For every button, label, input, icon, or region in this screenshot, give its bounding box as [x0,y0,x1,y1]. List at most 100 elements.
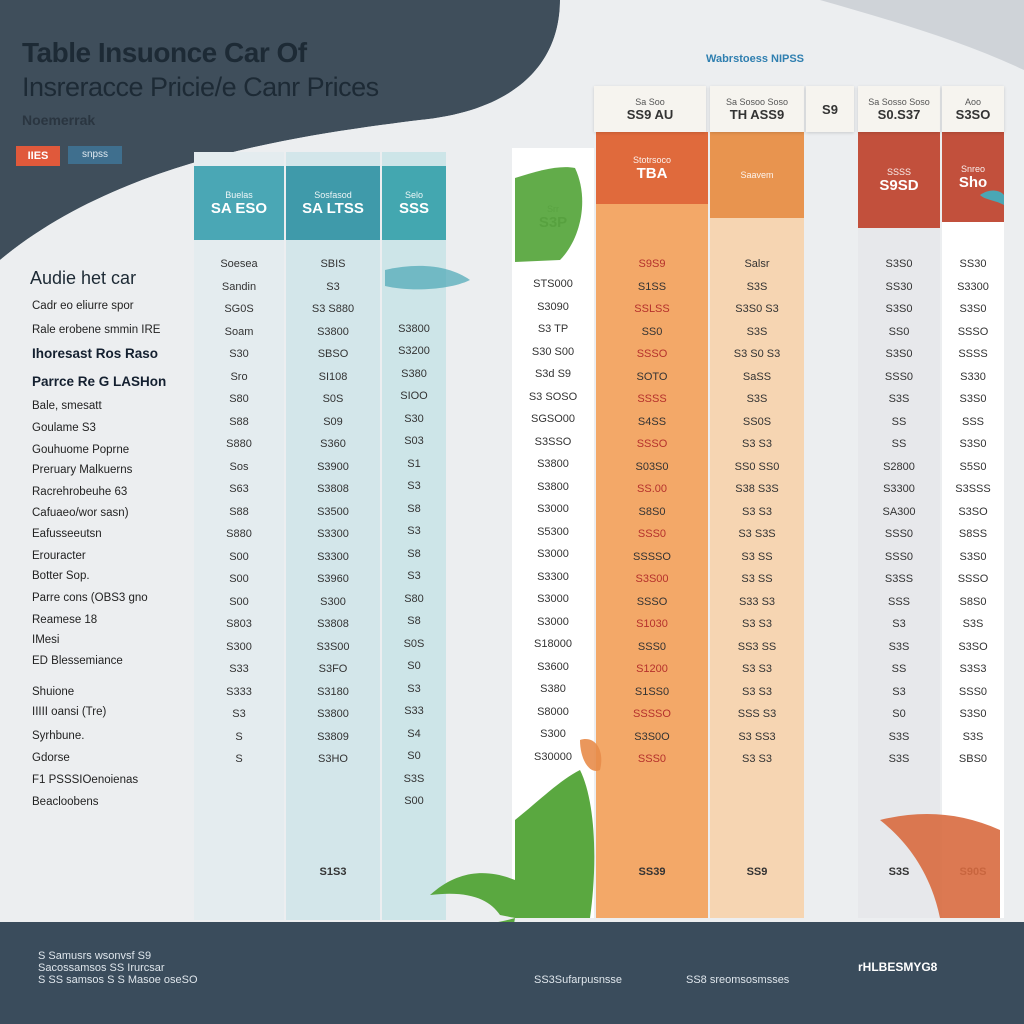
table-cell: S [235,730,243,743]
table-cell: S300 [320,595,346,608]
table-cell: S330 [960,370,986,383]
table-cell: S3HO [318,753,348,765]
price-column-c8: Snreo Sho SS30 S3300 S3S0 SSSO SSSS S330 S3S0 SSS… [942,132,1004,918]
column-header-value: Sho [958,173,988,191]
column-header-small: Saavem [740,170,774,180]
row-label: Preruary Malkuerns [32,464,133,476]
table-cell: S3SSS [955,483,991,495]
table-cell: S3S00 [635,573,669,585]
table-cell: S3FO [318,663,348,675]
row-label: Ihoresast Ros Raso [32,346,159,361]
table-cell: S300 [226,640,252,653]
table-cell: S3 [407,480,421,492]
header-card: Sa Sosoo Soso TH ASS9 [710,86,804,132]
table-cell: SSLSS [634,303,670,315]
table-cell: S3 S3 [742,663,772,675]
column-footer-value: S90S [959,866,987,878]
header-card: Sa Soo SS9 AU [594,86,706,132]
column-header-small: Selo [404,189,423,200]
table-cell: SS0 SS0 [734,460,780,473]
price-column-c5: Stotrsoco TBA S9S9 S1SS SSLSS SS0 SSSO SOTO SSSS… [596,132,708,918]
column-header-value: S3P [538,213,568,231]
table-cell: S3000 [537,615,569,628]
row-label: Shuione [32,686,75,698]
table-cell: Sandin [221,280,257,293]
header-card-value: SS9 AU [626,106,674,122]
header-card-value: S9 [822,101,838,117]
table-cell: S1SS0 [634,685,670,698]
table-cell: S3S0 [885,303,913,315]
table-cell: S8S0 [959,595,987,608]
row-label: Beacloobens [32,796,99,808]
table-cell: SSSO [636,438,668,450]
table-cell: SSSSO [633,550,671,563]
table-cell: S3S3 [959,663,987,675]
table-cell: S0 [407,750,421,762]
table-cell: SaSS [742,370,772,383]
row-label: Eafusseeutsn [32,528,102,540]
table-cell: S3800 [398,322,430,335]
column-header-small: Buelas [225,189,253,200]
table-cell: S8S0 [638,505,666,518]
table-cell: S3900 [317,460,349,473]
price-column-c7: SSSS S9SD S3S0 SS30 S3S0 SS0 S3S0 SSS0 S3S SS SS S2… [858,132,940,918]
column-header-small: Srr [547,203,559,214]
header-card: S9 [806,86,854,132]
row-label: Goulame S3 [32,422,96,434]
table-cell: S3000 [537,593,569,605]
table-cell: S3S [962,730,984,743]
table-cell: S3 [892,685,906,698]
table-cell: S03S0 [635,460,669,473]
table-cell: S9S9 [638,258,666,270]
table-cell: S3S00 [316,640,350,653]
column-header: Srr S3P [512,162,594,272]
table-cell: SS [891,438,907,450]
table-cell: S1030 [636,618,668,630]
column-header-value: SA ESO [210,199,268,217]
column-header: Snreo Sho [942,132,1004,222]
table-cell: SS0 [888,325,910,338]
table-cell: S3 [326,280,340,293]
table-cell: SS [891,663,907,675]
table-cell: S30000 [534,750,572,763]
table-cell: SS30 [959,258,987,270]
table-cell: S3800 [317,325,349,338]
table-cell: S300 [540,728,566,740]
price-column-c3: Selo SSS S3800 S3200 S380 SIOO S30 S03 S1 S3 S8 S3 S… [382,152,446,920]
table-cell: S33 [229,663,249,675]
table-cell: S3S0 [959,393,987,405]
table-cell: S33 S3 [738,595,776,608]
table-cell: SSS S3 [737,708,777,720]
table-cell: S4SS [637,415,667,428]
table-cell: SG0S [224,303,254,315]
price-column-c6: Saavem Salsr S3S S3S0 S3 S3S S3 S0 S3 SaSS S3S S… [710,132,804,918]
column-header-value: S9SD [879,176,919,194]
table-cell: S8000 [537,705,569,718]
column-header: Buelas SA ESO [194,166,284,240]
row-label: Syrhbune. [32,730,85,742]
table-cell: S3 S880 [311,303,355,315]
header-card-small: Aoo [964,96,981,107]
table-cell: S3 SOSO [528,390,578,403]
table-cell: SSS0 [637,528,667,540]
column-header-value: SA LTSS [302,199,364,217]
table-cell: S3500 [317,505,349,518]
table-cell: S3 [232,708,246,720]
table-cell: S3S [962,618,984,630]
row-label: F1 PSSSIOenoienas [32,774,139,786]
table-cell: S0 [892,708,906,720]
table-cell: S880 [226,438,252,450]
table-cell: S3 S0 S3 [733,348,781,360]
table-cell: S1 [407,457,421,470]
table-cell: S3S [888,753,910,765]
row-label: Rale erobene smmin IRE [32,324,161,336]
table-cell: S80 [229,393,249,405]
table-cell: S3S0 [959,708,987,720]
table-cell: S3S0 [885,348,913,360]
table-cell: STS000 [533,278,573,290]
table-cell: SS [891,415,907,428]
table-cell: S5300 [537,525,569,538]
column-footer-value: S3S [888,866,910,878]
table-cell: S3300 [957,280,989,293]
section-heading: Audie het car [30,268,137,288]
